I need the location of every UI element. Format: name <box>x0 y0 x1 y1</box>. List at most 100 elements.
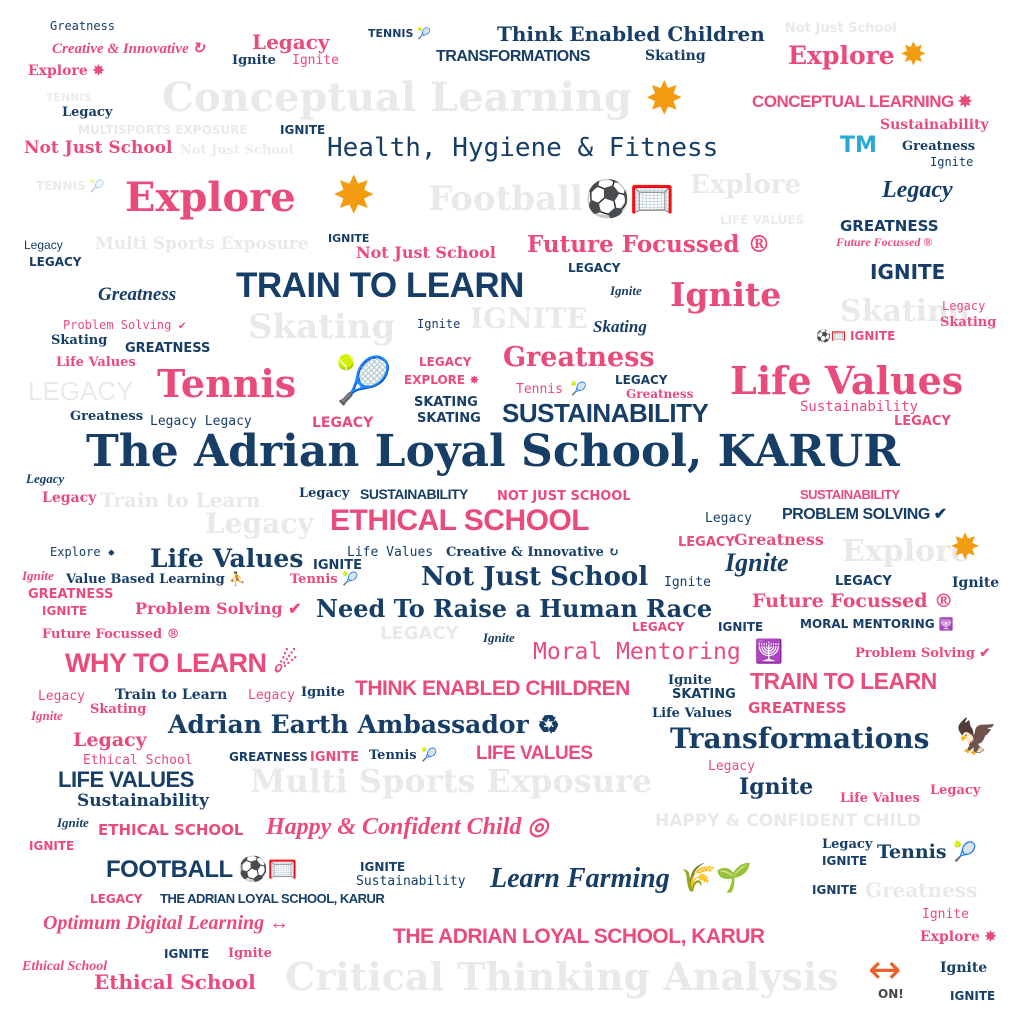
cloud-word: Conceptual Learning <box>162 74 632 121</box>
cloud-word: ✸ <box>332 166 376 226</box>
cloud-word: Legacy <box>708 759 755 774</box>
cloud-word: GREATNESS <box>28 587 114 602</box>
cloud-word: TENNIS <box>46 91 92 104</box>
cloud-word: ✸ <box>950 527 981 568</box>
cloud-word: Ignite <box>668 673 712 688</box>
cloud-word: Ignite <box>725 548 789 577</box>
cloud-word: Health, Hygiene & Fitness <box>327 133 719 163</box>
cloud-word: SUSTAINABILITY <box>800 487 900 502</box>
cloud-word: Explore <box>788 41 895 70</box>
cloud-word: IGNITE <box>950 989 996 1003</box>
cloud-word: Not Just School <box>356 243 496 262</box>
cloud-word: IGNITE <box>870 260 946 284</box>
cloud-word: LEGACY <box>29 255 82 269</box>
cloud-word: Legacy <box>38 689 85 704</box>
cloud-word: TENNIS 🎾 <box>36 179 105 193</box>
cloud-word: SKATING <box>672 687 736 702</box>
cloud-word: IGNITE <box>360 860 406 874</box>
cloud-word: Ethical School <box>94 970 256 994</box>
cloud-word: TRANSFORMATIONS <box>436 48 590 65</box>
cloud-word: ↔ <box>868 947 902 993</box>
cloud-word: IGNITE <box>313 558 362 573</box>
cloud-word: Life Values <box>652 706 732 721</box>
cloud-word: Ignite <box>664 575 711 590</box>
cloud-word: THE ADRIAN LOYAL SCHOOL, KARUR <box>393 925 765 948</box>
cloud-word: Legacy <box>73 729 147 751</box>
cloud-word: GREATNESS <box>229 750 308 764</box>
cloud-word: Adrian Earth Ambassador ♻ <box>168 710 560 739</box>
cloud-word: TRAIN TO LEARN <box>750 668 937 694</box>
cloud-word: Legacy Legacy <box>150 414 252 429</box>
cloud-word: Explore ✸ <box>920 929 997 945</box>
cloud-word: Ignite <box>739 774 814 800</box>
cloud-word: Ignite <box>483 630 515 645</box>
cloud-word: Ignite <box>922 907 969 922</box>
cloud-word: THE ADRIAN LOYAL SCHOOL, KARUR <box>160 891 385 906</box>
cloud-word: LEGACY <box>678 535 735 550</box>
cloud-word: Not Just School <box>421 562 649 592</box>
cloud-word: IGNITE <box>812 883 858 897</box>
cloud-word: Tennis 🎾 <box>369 748 438 763</box>
cloud-word: Not Just School <box>785 21 897 36</box>
cloud-word: Ignite <box>417 317 461 331</box>
cloud-word: IGNITE <box>42 604 88 618</box>
cloud-word: 🦅 <box>955 717 998 757</box>
cloud-word: Explore <box>842 534 971 569</box>
cloud-word: CONCEPTUAL LEARNING ✸ <box>752 92 972 111</box>
cloud-word: Legacy <box>248 688 295 703</box>
cloud-word: Ethical School <box>22 959 108 974</box>
cloud-word: FOOTBALL ⚽🥅 <box>106 856 298 883</box>
cloud-word: Legacy <box>62 105 113 120</box>
cloud-word: Value Based Learning ⛹ <box>66 572 246 587</box>
cloud-word: Not Just School <box>180 143 294 158</box>
cloud-word: ON! <box>878 987 904 1001</box>
cloud-word: Problem Solving ✔ <box>135 599 302 618</box>
cloud-word: Legacy <box>705 511 752 526</box>
cloud-word: SUSTAINABILITY <box>360 486 468 502</box>
cloud-word: Explore ✸ <box>28 63 105 79</box>
cloud-word: Creative & Innovative ↻ <box>446 545 620 560</box>
cloud-word: Transformations <box>670 722 930 755</box>
cloud-word: MULTISPORTS EXPOSURE <box>78 123 248 137</box>
cloud-word: EXPLORE ✸ <box>404 373 480 387</box>
cloud-word: Skating <box>90 702 147 717</box>
cloud-word: Life Values <box>840 791 920 806</box>
cloud-word: LEGACY <box>894 414 951 429</box>
cloud-word: Life Values <box>347 545 434 560</box>
cloud-word: Ignite <box>610 283 642 298</box>
cloud-word: Problem Solving ✔ <box>855 646 991 661</box>
cloud-word: Explore <box>125 174 296 221</box>
cloud-word: Creative & Innovative ↻ <box>52 41 205 57</box>
cloud-word: LEGACY <box>615 373 668 387</box>
cloud-word: Legacy <box>252 30 330 54</box>
cloud-word: Greatness <box>902 139 976 154</box>
cloud-word: Train to Learn <box>115 687 228 703</box>
cloud-word: SUSTAINABILITY <box>502 398 709 428</box>
cloud-word: Sustainability <box>77 791 209 811</box>
cloud-word: Legacy <box>299 486 350 501</box>
cloud-word: Legacy <box>26 471 65 486</box>
cloud-word: Future Focussed ® <box>527 231 771 258</box>
cloud-word: Moral Mentoring 🕎 <box>533 639 784 665</box>
cloud-word: Not Just School <box>24 138 173 158</box>
cloud-word: PROBLEM SOLVING ✔ <box>782 506 947 523</box>
cloud-word: LEGACY <box>568 261 621 275</box>
cloud-word: Future Focussed ® <box>42 627 180 642</box>
cloud-word: LEGACY <box>28 376 134 406</box>
cloud-word: Future Focussed ® <box>836 235 933 249</box>
cloud-word: NOT JUST SCHOOL <box>497 489 631 504</box>
cloud-word: Happy & Confident Child ◎ <box>266 814 549 840</box>
cloud-word: Greatness <box>70 409 144 424</box>
cloud-word: Ignite <box>952 575 1000 591</box>
cloud-word: Learn Farming 🌾🌱 <box>490 863 747 894</box>
cloud-word: ETHICAL SCHOOL <box>98 821 244 839</box>
cloud-word: 🎾 <box>335 353 393 407</box>
cloud-word: IGNITE <box>718 620 764 634</box>
cloud-word: LEGACY <box>835 574 892 589</box>
cloud-word: Need To Raise a Human Race <box>316 594 713 623</box>
cloud-word: IGNITE <box>328 232 370 245</box>
cloud-word: LEGACY <box>380 623 459 644</box>
cloud-word: ETHICAL SCHOOL <box>330 504 590 537</box>
cloud-word: Ignite <box>940 960 988 976</box>
